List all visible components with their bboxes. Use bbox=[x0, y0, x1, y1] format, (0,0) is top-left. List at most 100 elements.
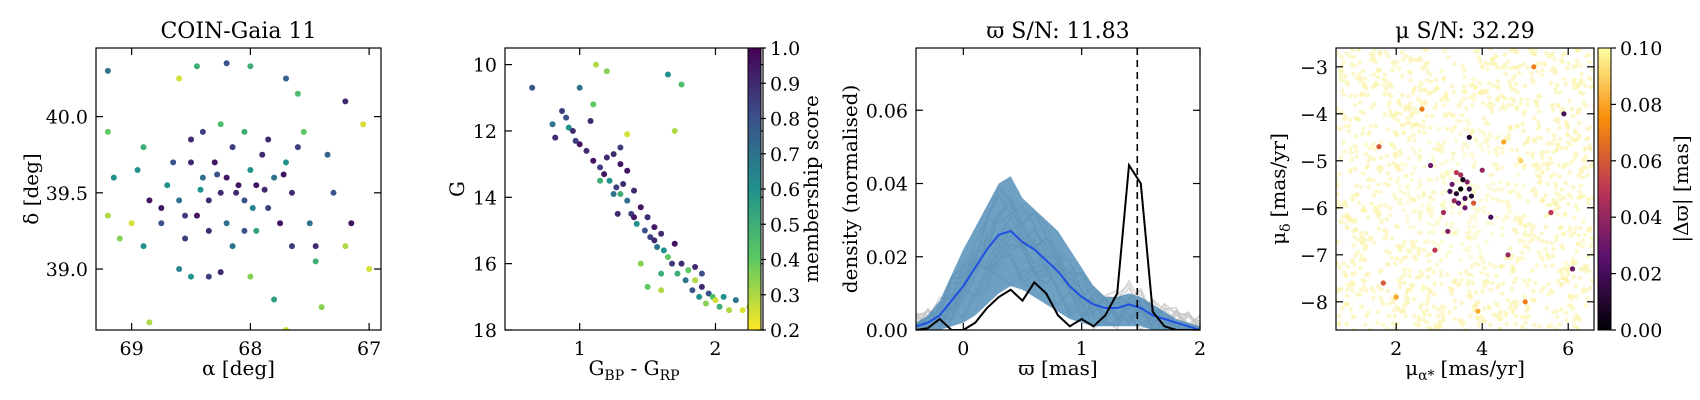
p1-ytick-label: 39.5 bbox=[46, 183, 88, 205]
p4-field-star bbox=[1367, 327, 1373, 330]
p4-xtick-label: 4 bbox=[1476, 338, 1488, 360]
p4-field-star bbox=[1452, 61, 1457, 67]
p4-field-star bbox=[1386, 313, 1392, 319]
p4-field-star bbox=[1482, 283, 1487, 288]
p4-field-star bbox=[1342, 123, 1348, 129]
p4-field-star bbox=[1525, 199, 1530, 204]
p4-field-star bbox=[1358, 230, 1364, 235]
p4-field-star bbox=[1587, 60, 1592, 65]
p4-field-star bbox=[1476, 54, 1482, 60]
p4-field-star bbox=[1513, 65, 1518, 71]
p4-field-star bbox=[1408, 77, 1414, 83]
p2-star-point bbox=[669, 260, 676, 267]
p4-field-star bbox=[1559, 58, 1564, 63]
p4-field-star bbox=[1580, 244, 1585, 249]
p4-field-star bbox=[1358, 109, 1364, 115]
p4-field-star bbox=[1449, 129, 1455, 134]
p4-field-star bbox=[1462, 142, 1468, 148]
p4-field-star bbox=[1465, 282, 1470, 287]
p4-field-star bbox=[1522, 109, 1528, 114]
p4-field-star bbox=[1507, 190, 1512, 195]
p4-field-star bbox=[1499, 145, 1505, 151]
p4-field-star bbox=[1472, 224, 1477, 230]
p4-field-star bbox=[1498, 106, 1504, 111]
p4-field-star bbox=[1448, 175, 1453, 180]
p4-field-star bbox=[1382, 236, 1387, 241]
p4-field-star bbox=[1567, 99, 1572, 104]
p4-field-star bbox=[1464, 118, 1470, 123]
p2-star-point bbox=[617, 190, 624, 197]
p4-field-star bbox=[1514, 299, 1520, 305]
p4-field-star bbox=[1401, 208, 1407, 213]
p4-field-star bbox=[1401, 130, 1406, 135]
p4-field-star bbox=[1397, 184, 1402, 189]
p4-field-star bbox=[1360, 131, 1365, 137]
p4-field-star bbox=[1351, 228, 1356, 234]
p4-field-star bbox=[1363, 142, 1369, 148]
p4-field-star bbox=[1371, 178, 1376, 183]
p4-field-star bbox=[1386, 182, 1391, 188]
p4-field-star bbox=[1336, 199, 1340, 204]
p4-field-star bbox=[1576, 133, 1582, 139]
p4-field-star bbox=[1562, 162, 1568, 167]
p4-field-star bbox=[1488, 134, 1493, 140]
p4-field-star bbox=[1341, 140, 1346, 145]
p4-field-star bbox=[1465, 126, 1471, 132]
p4-field-star bbox=[1423, 100, 1428, 105]
p4-field-star bbox=[1588, 225, 1593, 231]
p4-field-star bbox=[1492, 146, 1498, 152]
p4-field-star bbox=[1565, 272, 1571, 277]
p4-field-star bbox=[1482, 133, 1487, 138]
p4-field-star bbox=[1419, 80, 1424, 86]
p4-field-star bbox=[1437, 143, 1442, 148]
p2-ytick-label: 10 bbox=[473, 55, 497, 77]
p4-field-star bbox=[1374, 205, 1380, 210]
p4-field-star bbox=[1585, 254, 1591, 260]
p4-field-star bbox=[1518, 221, 1524, 227]
p4-field-star bbox=[1378, 169, 1383, 175]
p4-field-star bbox=[1542, 247, 1548, 252]
p2-star-point bbox=[603, 154, 610, 161]
p4-field-star bbox=[1511, 188, 1517, 193]
p4-field-star bbox=[1382, 91, 1387, 97]
panel1-points bbox=[104, 60, 373, 330]
p4-field-star bbox=[1349, 280, 1354, 285]
p4-field-star bbox=[1461, 84, 1467, 90]
p4-field-star bbox=[1442, 180, 1447, 186]
p4-field-star bbox=[1570, 256, 1576, 262]
p4-field-star bbox=[1551, 246, 1557, 252]
p1-star-point bbox=[164, 182, 171, 189]
p4-field-star bbox=[1545, 166, 1551, 172]
p4-field-star bbox=[1414, 122, 1420, 127]
p4-field-star bbox=[1336, 320, 1342, 326]
p4-field-star bbox=[1567, 228, 1572, 234]
p4-field-star bbox=[1344, 293, 1350, 299]
p4-cbtick-label: 0.10 bbox=[1620, 38, 1662, 60]
p4-field-star bbox=[1577, 106, 1582, 112]
p4-field-star bbox=[1342, 149, 1347, 155]
p2-star-point bbox=[614, 210, 621, 217]
p4-field-star bbox=[1350, 193, 1355, 199]
p4-field-star bbox=[1554, 237, 1559, 243]
p4-field-star bbox=[1513, 216, 1519, 222]
p3-xtick-label: 1 bbox=[1076, 338, 1088, 360]
p4-field-star bbox=[1462, 247, 1468, 253]
p4-field-star bbox=[1382, 181, 1388, 187]
p4-field-star bbox=[1472, 231, 1478, 236]
p4-member-point bbox=[1468, 193, 1475, 199]
p4-field-star bbox=[1341, 59, 1347, 65]
p4-field-star bbox=[1422, 164, 1427, 169]
p4-field-star bbox=[1362, 76, 1368, 81]
p4-field-star bbox=[1417, 178, 1423, 183]
p4-field-star bbox=[1380, 322, 1386, 327]
p4-field-star bbox=[1369, 201, 1374, 206]
p4-field-star bbox=[1471, 307, 1476, 313]
p1-star-point bbox=[176, 75, 183, 82]
p4-field-star bbox=[1580, 238, 1586, 244]
p4-field-star bbox=[1483, 198, 1489, 203]
p4-field-star bbox=[1452, 305, 1458, 311]
p4-member-point bbox=[1522, 299, 1528, 305]
p4-field-star bbox=[1576, 233, 1582, 238]
p4-field-star bbox=[1532, 186, 1537, 192]
p2-star-point bbox=[692, 263, 699, 270]
